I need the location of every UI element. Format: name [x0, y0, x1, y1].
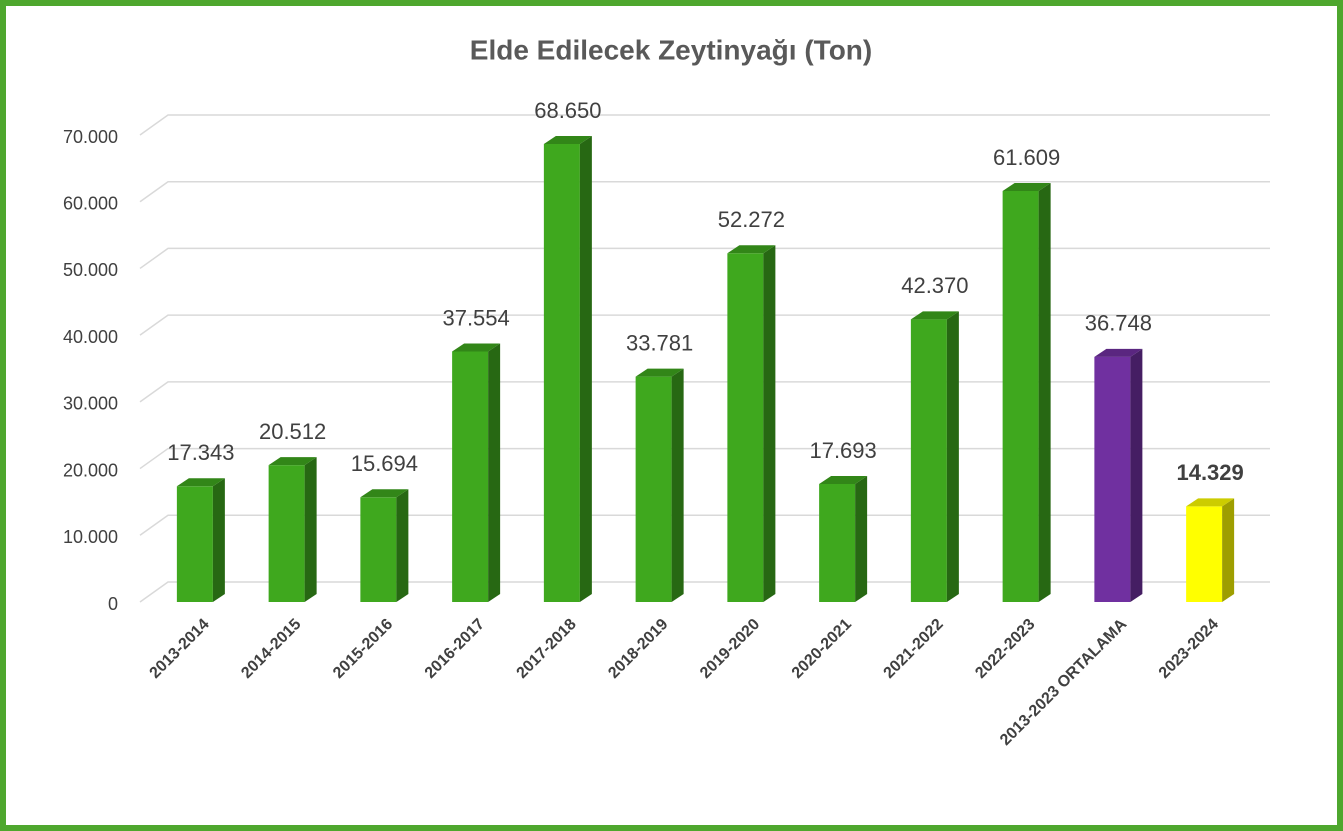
bar-top: [452, 343, 501, 352]
bar-side: [396, 489, 409, 602]
bar: [1002, 190, 1039, 602]
bar: [819, 483, 856, 602]
bar: [1094, 356, 1131, 602]
value-label: 42.370: [901, 273, 968, 298]
bar-top: [910, 311, 959, 320]
value-label: 68.650: [534, 98, 601, 123]
bar: [727, 253, 764, 602]
bar: [176, 486, 213, 602]
y-tick-label: 20.000: [63, 460, 118, 480]
bar: [268, 465, 305, 602]
value-label: 36.748: [1085, 311, 1152, 336]
bar-side: [1130, 348, 1143, 602]
bar: [543, 144, 580, 603]
bar-top: [268, 457, 317, 466]
bar: [360, 497, 397, 602]
bar-top: [543, 136, 592, 145]
bar-side: [212, 478, 225, 602]
value-label: 52.272: [718, 207, 785, 232]
bar-side: [579, 136, 592, 603]
bar-top: [176, 478, 225, 487]
bar-side: [1038, 182, 1051, 602]
y-tick-label: 30.000: [63, 394, 118, 414]
y-tick-label: 70.000: [63, 127, 118, 147]
bar-side: [763, 245, 776, 602]
chart-title: Elde Edilecek Zeytinyağı (Ton): [470, 34, 872, 65]
value-label: 61.609: [993, 145, 1060, 170]
bar-side: [488, 343, 501, 602]
bar: [910, 319, 947, 602]
bar-top: [727, 245, 776, 254]
value-label: 17.693: [809, 438, 876, 463]
value-label: 37.554: [442, 305, 509, 330]
grid-line: [139, 314, 1270, 336]
grid-line: [139, 514, 1270, 536]
bar-top: [1186, 498, 1235, 507]
value-label: 15.694: [351, 451, 418, 476]
bar-side: [304, 457, 317, 602]
bar-side: [855, 475, 868, 602]
grid-line: [139, 381, 1270, 403]
bar-top: [635, 368, 684, 377]
y-tick-label: 60.000: [63, 193, 118, 213]
bar: [1186, 506, 1223, 602]
value-label: 33.781: [626, 330, 693, 355]
grid-line: [139, 447, 1270, 470]
y-tick-label: 0: [108, 594, 118, 614]
bar-top: [1002, 182, 1051, 191]
grid-line: [139, 114, 1270, 136]
bar-side: [946, 311, 959, 602]
value-label: 14.329: [1176, 460, 1243, 485]
grid-line: [139, 247, 1270, 270]
bar: [452, 351, 489, 602]
bar-top: [1094, 348, 1143, 357]
grid-line: [139, 581, 1270, 603]
bar: [635, 376, 672, 602]
bar-side: [671, 368, 684, 602]
bar-side: [1222, 498, 1235, 602]
y-tick-label: 10.000: [63, 527, 118, 547]
y-tick-label: 50.000: [63, 260, 118, 280]
grid-line: [139, 180, 1270, 203]
bar-top: [360, 489, 409, 498]
value-label: 17.343: [167, 440, 234, 465]
bar-top: [819, 475, 868, 484]
y-tick-label: 40.000: [63, 327, 118, 347]
value-label: 20.512: [259, 419, 326, 444]
